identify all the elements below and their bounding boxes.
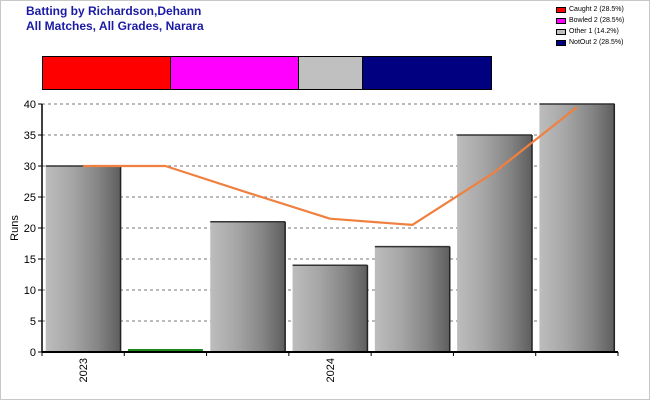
legend-item-caught: Caught 2 (28.5%) xyxy=(556,4,624,15)
bar-4 xyxy=(374,246,450,352)
legend-swatch-notout xyxy=(556,39,566,46)
dismissal-distribution-bar xyxy=(42,56,492,90)
legend: Caught 2 (28.5%) Bowled 2 (28.5%) Other … xyxy=(556,4,624,48)
chart-title-line1: Batting by Richardson,Dehann xyxy=(26,4,202,18)
legend-label-other: Other 1 (14.2%) xyxy=(569,28,619,35)
dist-segment-notout xyxy=(362,57,491,89)
legend-swatch-caught xyxy=(556,6,566,13)
y-tick-label-0: 0 xyxy=(30,347,36,359)
x-tick-label-2023: 2023 xyxy=(78,358,90,382)
y-tick-label-40: 40 xyxy=(24,99,36,111)
y-tick-label-15: 15 xyxy=(24,254,36,266)
bar-6 xyxy=(539,104,615,352)
trend-line-path xyxy=(83,106,578,226)
legend-label-notout: NotOut 2 (28.5%) xyxy=(569,39,624,46)
legend-swatch-other xyxy=(556,28,566,35)
chart-title: Batting by Richardson,Dehann All Matches… xyxy=(26,4,204,34)
dist-segment-caught xyxy=(43,57,172,89)
y-tick-label-10: 10 xyxy=(24,285,36,297)
bar-5 xyxy=(457,135,533,352)
trend-line xyxy=(83,106,578,226)
bar-0 xyxy=(45,166,121,352)
y-axis-title: Runs xyxy=(9,215,21,241)
chart-title-line2: All Matches, All Grades, Narara xyxy=(26,19,204,33)
legend-swatch-bowled xyxy=(556,17,566,24)
legend-item-notout: NotOut 2 (28.5%) xyxy=(556,37,624,48)
bar-2 xyxy=(210,221,286,352)
legend-label-bowled: Bowled 2 (28.5%) xyxy=(569,17,625,24)
legend-item-bowled: Bowled 2 (28.5%) xyxy=(556,15,624,26)
y-tick-label-20: 20 xyxy=(24,223,36,235)
y-tick-label-35: 35 xyxy=(24,130,36,142)
x-tick-label-2024: 2024 xyxy=(325,358,337,382)
dist-segment-bowled xyxy=(171,57,300,89)
dist-segment-other xyxy=(299,57,363,89)
legend-item-other: Other 1 (14.2%) xyxy=(556,26,624,37)
bars xyxy=(45,103,616,352)
bar-3 xyxy=(292,265,368,352)
y-tick-label-30: 30 xyxy=(24,161,36,173)
y-tick-label-25: 25 xyxy=(24,192,36,204)
axes: 0 5 10 15 20 25 30 35 40 2023 2024 xyxy=(24,99,619,382)
y-tick-label-5: 5 xyxy=(30,316,36,328)
legend-label-caught: Caught 2 (28.5%) xyxy=(569,6,624,13)
